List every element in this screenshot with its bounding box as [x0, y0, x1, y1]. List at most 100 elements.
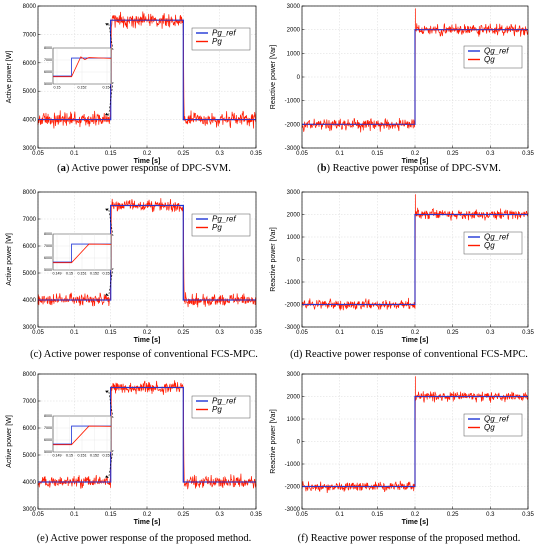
panel-caption: (c) Active power response of conventiona… [30, 349, 258, 360]
x-tick-label: 0.15 [371, 512, 383, 518]
y-axis-label: Reactive power [Var] [270, 45, 277, 110]
leader-line-bottom [108, 449, 114, 479]
inset-response-line [53, 425, 112, 446]
chart-panel-4: 0.05 0.1 0.15 0.2 0.25 0.3 0.35 3000 4000 5000 600… [6, 372, 262, 526]
legend-entry: Qg [484, 423, 495, 432]
series-line-ref-overlay [302, 396, 528, 487]
panel-caption: (d) Reactive power response of conventio… [290, 349, 528, 360]
x-tick-label: 0.1 [70, 151, 79, 157]
y-tick-label: 2000 [287, 28, 301, 34]
inset-x-tick: 0.151 [78, 454, 87, 458]
y-tick-label: 5000 [23, 453, 37, 459]
x-tick-label: 0.1 [335, 330, 344, 336]
y-tick-label: -2000 [285, 122, 301, 128]
y-tick-label: -2000 [285, 303, 301, 309]
legend-entry: Pg [212, 223, 222, 232]
x-tick-label: 0.25 [447, 512, 459, 518]
y-tick-label: 3000 [287, 372, 301, 378]
x-tick-label: 0.2 [143, 151, 152, 157]
x-tick-label: 0.35 [522, 151, 534, 157]
y-axis-label: Reactive power [Var] [270, 409, 277, 474]
caption-text: Reactive power response of DPC-SVM. [330, 163, 501, 174]
inset-y-tick: 6000 [44, 256, 52, 260]
series-line-ref-overlay [38, 387, 256, 483]
inset-y-tick: 5000 [44, 82, 52, 86]
inset-y-tick: 7000 [44, 244, 52, 248]
series-line-ref-overlay [38, 205, 256, 301]
y-tick-label: 8000 [23, 372, 37, 378]
series-line-ref-overlay [302, 29, 528, 125]
y-tick-label: 1000 [287, 235, 301, 241]
y-tick-label: 7000 [23, 32, 37, 38]
x-axis-label: Time [s] [134, 158, 161, 165]
y-tick-label: 5000 [23, 89, 37, 95]
inset-ref-line [53, 57, 111, 77]
x-tick-label: 0.05 [296, 330, 308, 336]
inset-x-tick: 0.152 [90, 272, 99, 276]
x-axis-label: Time [s] [402, 158, 429, 165]
x-tick-label: 0.05 [32, 330, 44, 336]
x-tick-label: 0.15 [105, 512, 117, 518]
x-tick-label: 0.3 [486, 512, 495, 518]
x-tick-label: 0.35 [250, 512, 262, 518]
leader-line-top [108, 208, 114, 237]
x-tick-label: 0.3 [486, 330, 495, 336]
plot-frame [301, 373, 529, 510]
y-tick-label: 6000 [23, 61, 37, 67]
legend-entry: Qg_ref [484, 47, 509, 56]
inset-y-tick: 6000 [44, 70, 52, 74]
y-tick-label: -3000 [285, 507, 301, 513]
legend-entry: Qg [484, 241, 495, 250]
x-axis-label: Time [s] [402, 519, 429, 526]
legend-entry: Qg_ref [484, 233, 509, 242]
plot-frame [37, 191, 257, 328]
x-tick-label: 0.05 [32, 151, 44, 157]
y-tick-label: 3000 [287, 190, 301, 196]
inset-x-tick: 0.149 [53, 272, 62, 276]
inset-x-tick: 0.15 [66, 272, 73, 276]
inset-x-tick: 0.153 [103, 272, 112, 276]
panel-caption: (a) Active power response of DPC-SVM. [57, 163, 231, 174]
panel-caption: (e) Active power response of the propose… [37, 533, 252, 544]
y-tick-label: 6000 [23, 426, 37, 432]
inset-zoom: 5000 6000 7000 8000 0.149 0.15 0.151 0.152 0.153 [44, 390, 114, 479]
legend-entry: Qg_ref [484, 415, 509, 424]
leader-arrow-bottom [105, 112, 109, 116]
x-tick-label: 0.2 [411, 151, 420, 157]
inset-x-tick: 0.149 [53, 454, 62, 458]
series-line-ref-overlay [38, 19, 256, 121]
x-axis-label: Time [s] [402, 337, 429, 344]
panel-caption: (f) Reactive power response of the propo… [298, 533, 521, 544]
y-tick-label: -1000 [285, 280, 301, 286]
y-tick-label: 7000 [23, 217, 37, 223]
inset-y-tick: 5000 [44, 268, 52, 272]
y-axis-label: Active power [W] [6, 415, 13, 468]
x-tick-label: 0.3 [215, 151, 224, 157]
leader-line-top [108, 23, 114, 51]
y-tick-label: 8000 [23, 4, 37, 10]
y-tick-label: 8000 [23, 190, 37, 196]
series-line-pg [37, 11, 257, 129]
y-tick-label: -1000 [285, 99, 301, 105]
y-tick-label: 0 [297, 440, 301, 446]
x-tick-label: 0.25 [177, 151, 189, 157]
x-tick-label: 0.25 [447, 151, 459, 157]
x-tick-label: 0.05 [32, 512, 44, 518]
x-tick-label: 0.15 [371, 151, 383, 157]
y-tick-label: 5000 [23, 271, 37, 277]
inset-x-tick: 0.151 [78, 272, 87, 276]
leader-line-bottom [108, 81, 114, 116]
y-tick-label: 4000 [23, 118, 37, 124]
legend-entry: Qg [484, 55, 495, 64]
leader-arrow-top [105, 208, 109, 212]
y-tick-label: 7000 [23, 399, 37, 405]
chart-panel-1: 0.05 0.1 0.15 0.2 0.25 0.3 0.35 -3000 -2000 -1000… [270, 4, 534, 165]
legend-entry: Pg_ref [212, 29, 236, 38]
leader-line-bottom [108, 267, 114, 297]
inset-x-tick: 0.152 [90, 454, 99, 458]
x-tick-label: 0.25 [177, 512, 189, 518]
inset-y-tick: 7000 [44, 58, 52, 62]
y-tick-label: 6000 [23, 244, 37, 250]
x-tick-label: 0.15 [371, 330, 383, 336]
